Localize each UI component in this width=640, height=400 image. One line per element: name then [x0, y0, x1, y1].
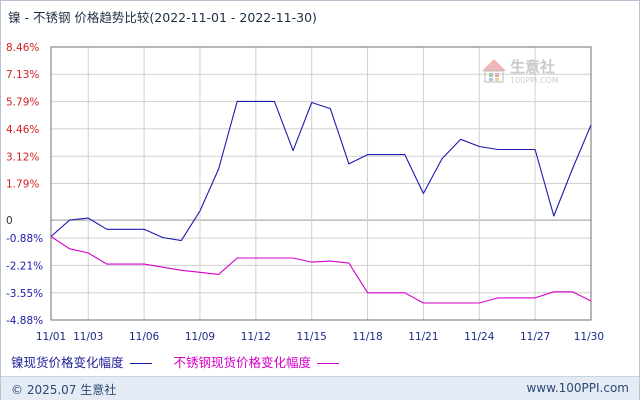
- series: [50, 100, 592, 304]
- house-logo-icon: [482, 59, 506, 83]
- watermark-logo: 生意社 100PPI.COM: [482, 58, 559, 85]
- y-tick-label: 5.79%: [6, 97, 39, 109]
- x-tick-label: 11/01: [36, 331, 66, 343]
- y-tick-label: 7.13%: [6, 69, 39, 81]
- x-tick-label: 11/30: [574, 331, 604, 343]
- x-tick-label: 11/21: [408, 331, 438, 343]
- y-tick-label: -3.55%: [6, 288, 43, 300]
- legend-swatch-nickel: [129, 363, 152, 364]
- y-tick-label: 3.12%: [6, 151, 39, 163]
- grid: [50, 46, 592, 321]
- x-tick-label: 11/27: [520, 331, 550, 343]
- y-tick-label: -4.88%: [6, 315, 43, 327]
- footer-site-link[interactable]: www.100PPI.com: [526, 381, 629, 395]
- x-tick-label: 11/24: [464, 331, 495, 343]
- y-tick-label: 0: [6, 215, 13, 227]
- footer: © 2025.07 生意社 www.100PPI.com: [1, 376, 639, 400]
- legend-item-stainless: 不锈钢现货价格变化幅度: [174, 352, 340, 371]
- y-tick-label: 8.46%: [6, 42, 39, 54]
- legend: 镍现货价格变化幅度 不锈钢现货价格变化幅度: [11, 352, 357, 371]
- legend-label-nickel: 镍现货价格变化幅度: [11, 355, 124, 370]
- watermark-brand: 生意社: [510, 58, 555, 76]
- series-line-nickel: [50, 100, 592, 242]
- chart-title: 镍 - 不锈钢 价格趋势比较(2022-11-01 - 2022-11-30): [8, 10, 317, 25]
- y-tick-label: -2.21%: [6, 260, 43, 272]
- x-tick-label: 11/12: [241, 331, 271, 343]
- y-tick-label: -0.88%: [6, 233, 43, 245]
- watermark-url: 100PPI.COM: [510, 76, 559, 85]
- legend-item-nickel: 镍现货价格变化幅度: [11, 352, 152, 371]
- x-tick-label: 11/03: [73, 331, 103, 343]
- legend-label-stainless: 不锈钢现货价格变化幅度: [173, 355, 312, 370]
- x-tick-label: 11/09: [185, 331, 215, 343]
- x-tick-label: 11/18: [352, 331, 382, 343]
- y-tick-label: 4.46%: [6, 124, 39, 136]
- y-tick-label: 1.79%: [6, 179, 39, 191]
- plot-border: [50, 46, 592, 321]
- series-line-stainless: [50, 236, 592, 304]
- legend-swatch-stainless: [317, 363, 340, 364]
- footer-copyright: © 2025.07 生意社: [11, 383, 117, 397]
- x-tick-label: 11/06: [129, 331, 160, 343]
- x-tick-label: 11/15: [297, 331, 327, 343]
- axes: 8.46% 7.13% 5.79% 4.46% 3.12% 1.79% 0 -0.88% -2.…: [6, 42, 604, 343]
